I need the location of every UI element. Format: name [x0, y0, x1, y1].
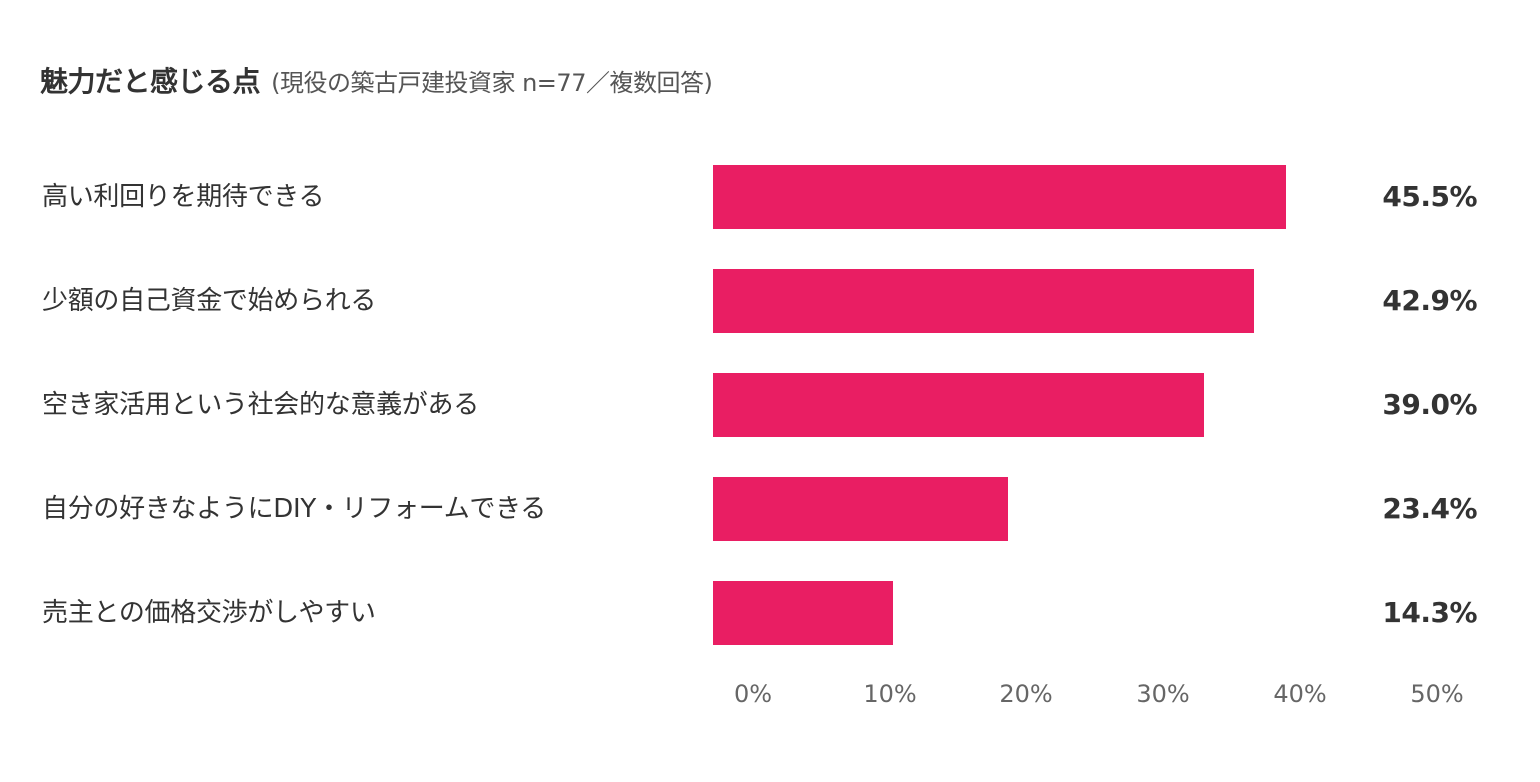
x-axis-tick-label: 50% [1410, 680, 1464, 708]
chart-title-main: 魅力だと感じる点 [40, 65, 261, 98]
bar [713, 477, 1008, 541]
x-axis-tick-label: 30% [1136, 680, 1190, 708]
bar [713, 165, 1287, 229]
category-label: 空き家活用という社会的な意義がある [42, 390, 479, 420]
value-label: 23.4% [1382, 492, 1477, 525]
x-axis-tick-label: 10% [863, 680, 917, 708]
chart-title: 魅力だと感じる点 (現役の築古戸建投資家 n=77／複数回答) [40, 60, 713, 100]
bar [713, 269, 1254, 333]
chart-subtitle: (現役の築古戸建投資家 n=77／複数回答) [271, 69, 713, 97]
bar [713, 581, 894, 645]
value-label: 42.9% [1382, 284, 1477, 317]
bar [713, 373, 1205, 437]
x-axis-tick-label: 0% [733, 680, 773, 708]
category-label: 自分の好きなようにDIY・リフォームできる [42, 494, 546, 524]
category-label: 少額の自己資金で始められる [42, 286, 377, 316]
value-label: 45.5% [1382, 180, 1477, 213]
x-axis-tick-label: 20% [999, 680, 1053, 708]
category-label: 高い利回りを期待できる [42, 182, 325, 212]
value-label: 14.3% [1382, 596, 1477, 629]
x-axis-tick-label: 40% [1273, 680, 1327, 708]
category-label: 売主との価格交渉がしやすい [42, 598, 376, 628]
value-label: 39.0% [1382, 388, 1477, 421]
